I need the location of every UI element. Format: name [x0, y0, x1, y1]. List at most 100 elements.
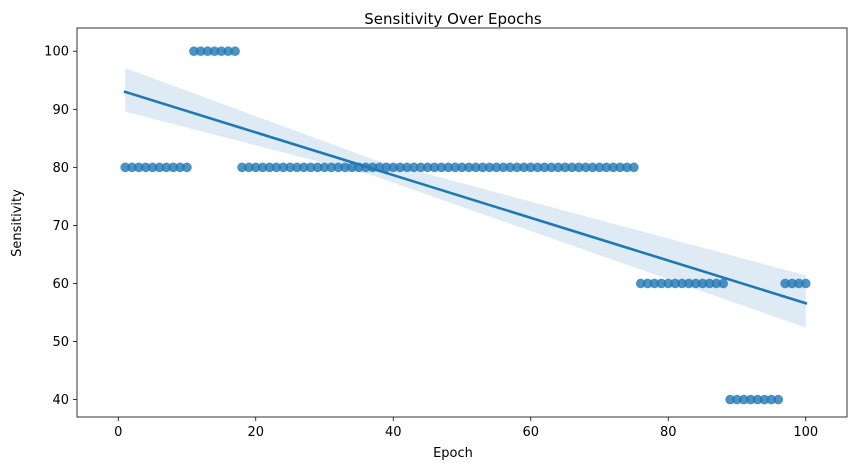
data-point — [780, 278, 790, 289]
data-point — [388, 162, 399, 173]
data-point — [642, 278, 653, 289]
data-point — [429, 162, 440, 173]
data-point — [519, 162, 529, 173]
data-point — [752, 394, 763, 405]
data-point — [230, 46, 240, 57]
data-point — [567, 162, 577, 173]
data-point — [285, 162, 295, 173]
data-point — [649, 278, 660, 289]
data-point — [711, 278, 722, 289]
x-tick-label: 0 — [114, 425, 122, 440]
data-point — [312, 162, 323, 173]
data-point — [292, 162, 302, 173]
data-point — [787, 278, 797, 289]
data-point — [484, 162, 495, 173]
data-point — [587, 162, 598, 173]
data-point — [381, 162, 392, 173]
data-point — [690, 278, 701, 289]
data-point — [629, 162, 639, 173]
data-point — [333, 162, 344, 173]
x-tick-label: 100 — [793, 425, 818, 440]
data-point — [326, 162, 337, 173]
data-point — [505, 162, 515, 173]
y-tick-label: 90 — [52, 103, 69, 118]
data-point — [512, 162, 522, 173]
data-point — [656, 278, 667, 289]
y-tick-label: 80 — [52, 161, 69, 176]
data-point — [622, 162, 632, 173]
data-point — [553, 162, 564, 173]
data-point — [464, 162, 474, 173]
x-tick-label: 40 — [385, 425, 402, 440]
data-point — [299, 162, 309, 173]
data-point — [525, 162, 536, 173]
data-point — [127, 162, 137, 173]
y-axis: 40 50 60 70 80 90 100 — [44, 45, 77, 408]
data-point — [319, 162, 330, 173]
data-point — [244, 162, 254, 173]
data-point — [216, 46, 227, 57]
data-point — [140, 162, 151, 173]
x-tick-label: 20 — [247, 425, 264, 440]
data-point — [663, 278, 674, 289]
data-point — [718, 278, 729, 289]
data-point — [697, 278, 708, 289]
data-point — [250, 162, 261, 173]
data-point — [209, 46, 220, 57]
data-point — [223, 46, 234, 57]
y-tick-label: 70 — [52, 219, 69, 234]
data-point — [395, 162, 405, 173]
data-point — [766, 394, 777, 405]
data-point — [615, 162, 625, 173]
data-point — [237, 162, 247, 173]
data-point — [739, 394, 749, 405]
data-point — [409, 162, 419, 173]
data-point — [608, 162, 619, 173]
data-point — [491, 162, 502, 173]
x-axis: 0 20 40 60 80 100 — [114, 417, 818, 440]
x-tick-label: 60 — [522, 425, 539, 440]
data-point — [560, 162, 570, 173]
data-point — [271, 162, 282, 173]
data-point — [175, 162, 185, 173]
data-point — [470, 162, 481, 173]
data-point — [532, 162, 543, 173]
data-point — [800, 278, 811, 289]
data-point — [443, 162, 454, 173]
data-point — [278, 162, 289, 173]
regression-line-layer — [123, 90, 808, 305]
data-point — [347, 162, 357, 173]
y-tick-label: 40 — [52, 393, 69, 408]
data-point — [168, 162, 179, 173]
data-point — [539, 162, 550, 173]
data-point — [477, 162, 488, 173]
data-point — [759, 394, 770, 405]
data-point — [677, 278, 687, 289]
data-point — [580, 162, 591, 173]
data-point — [182, 162, 192, 173]
data-point — [436, 162, 447, 173]
y-tick-label: 100 — [44, 45, 69, 60]
data-point — [415, 162, 426, 173]
data-point — [546, 162, 557, 173]
data-point — [147, 162, 158, 173]
regression-line — [123, 90, 808, 305]
y-tick-label: 50 — [52, 335, 69, 350]
y-tick-label: 60 — [52, 277, 69, 292]
data-point — [422, 162, 433, 173]
data-point — [732, 394, 742, 405]
data-point — [264, 162, 275, 173]
chart-title: Sensitivity Over Epochs — [364, 10, 542, 28]
data-point — [450, 162, 460, 173]
data-point — [257, 162, 268, 173]
data-point — [745, 394, 756, 405]
points-layer — [120, 46, 811, 405]
y-axis-title: Sensitivity — [10, 189, 25, 257]
x-tick-label: 80 — [660, 425, 677, 440]
data-point — [725, 394, 735, 405]
data-point — [498, 162, 509, 173]
x-axis-title: Epoch — [433, 446, 473, 461]
data-point — [154, 162, 165, 173]
data-point — [684, 278, 694, 289]
